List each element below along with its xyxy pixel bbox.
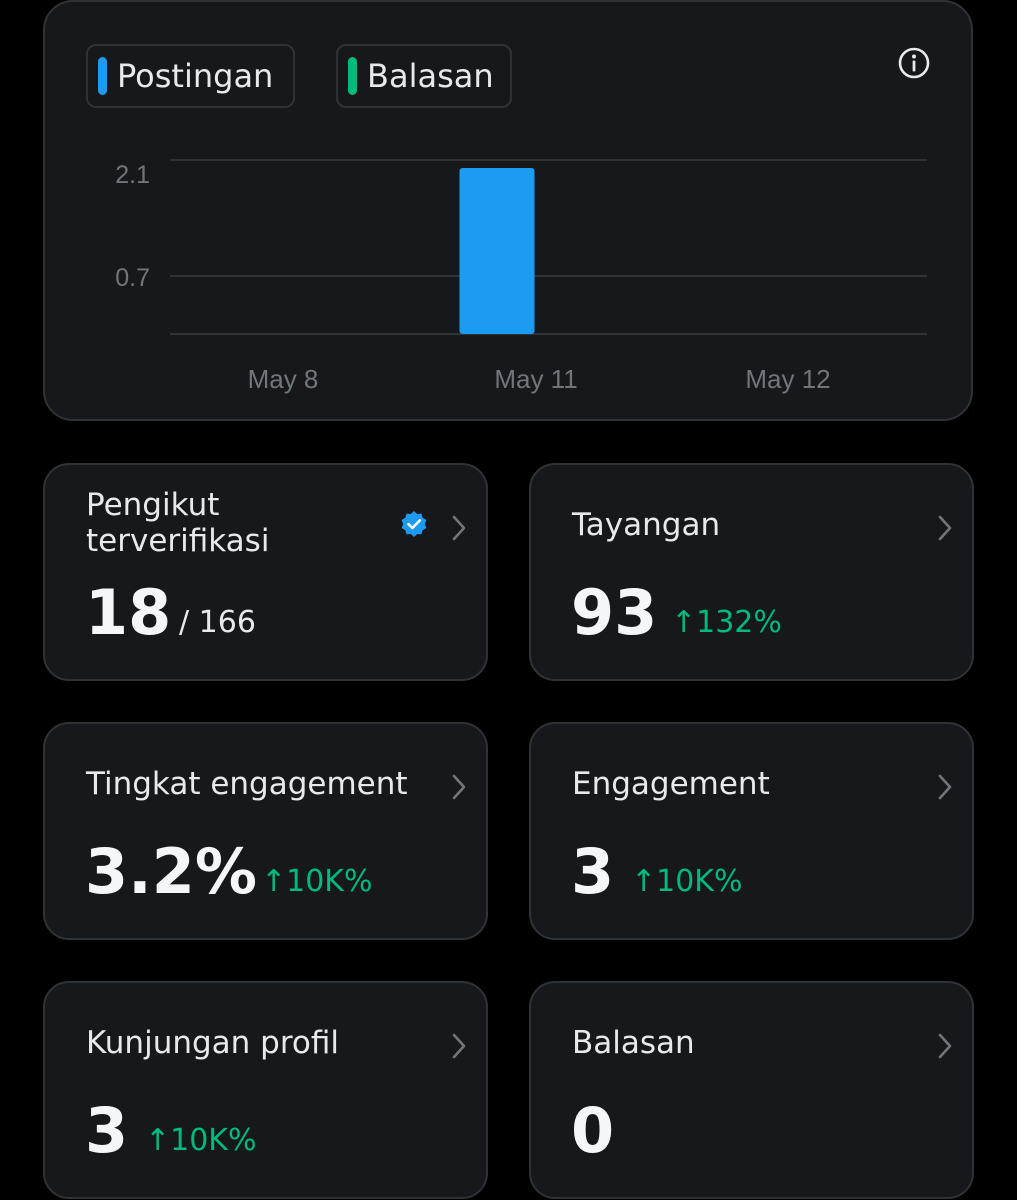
y-tick-label: 0.7 [115, 264, 150, 292]
legend-replies-label: Balasan [367, 57, 494, 95]
impressions-value: 93 [571, 576, 658, 649]
legend-replies-swatch [348, 57, 357, 95]
bars-group [459, 168, 535, 334]
y-tick-label: 2.1 [115, 161, 150, 189]
bar-postingan-1[interactable] [459, 168, 535, 334]
legend-replies-chip[interactable]: Balasan [336, 44, 512, 108]
chevron-right-icon [452, 515, 466, 541]
x-tick-label: May 8 [248, 364, 319, 394]
replies-value: 0 [571, 1094, 615, 1167]
bar-chart: 2.1 0.7 May 8 May 11 May 12 [115, 159, 927, 394]
verified-followers-card[interactable]: Pengikut terverifikasi 18 / 166 [43, 463, 488, 681]
engagements-value: 3 [571, 835, 615, 908]
legend-posts-swatch [98, 57, 107, 95]
legend-posts-label: Postingan [117, 57, 274, 95]
x-tick-label: May 11 [494, 364, 577, 394]
posts-chart-card: Postingan Balasan 2.1 0.7 May 8 May 11 M… [43, 0, 973, 421]
engagements-card[interactable]: Engagement 3 ↑10K% [529, 722, 974, 940]
profile-visits-title: Kunjungan profil [86, 1025, 340, 1061]
info-icon[interactable] [897, 46, 931, 80]
chevron-right-icon [452, 774, 466, 800]
chevron-right-icon [938, 774, 952, 800]
impressions-card[interactable]: Tayangan 93 ↑132% [529, 463, 974, 681]
engagements-change: ↑10K% [631, 864, 743, 899]
chevron-right-icon [452, 1033, 466, 1059]
impressions-change: ↑132% [671, 605, 782, 640]
total-followers-value: / 166 [179, 605, 256, 640]
engagement-rate-value: 3.2% [85, 835, 257, 908]
verified-followers-title: Pengikut terverifikasi [86, 487, 270, 559]
impressions-title: Tayangan [572, 507, 721, 543]
engagement-rate-card[interactable]: Tingkat engagement 3.2% ↑10K% [43, 722, 488, 940]
replies-card[interactable]: Balasan 0 [529, 981, 974, 1199]
legend-posts-chip[interactable]: Postingan [86, 44, 295, 108]
verified-badge-icon [401, 511, 427, 537]
engagement-rate-title: Tingkat engagement [86, 766, 408, 802]
profile-visits-value: 3 [85, 1094, 129, 1167]
x-tick-label: May 12 [745, 364, 830, 394]
verified-followers-value: 18 [85, 576, 172, 649]
profile-visits-change: ↑10K% [145, 1123, 257, 1158]
engagements-title: Engagement [572, 766, 770, 802]
chevron-right-icon [938, 515, 952, 541]
engagement-rate-change: ↑10K% [261, 864, 373, 899]
replies-title: Balasan [572, 1025, 695, 1061]
chevron-right-icon [938, 1033, 952, 1059]
profile-visits-card[interactable]: Kunjungan profil 3 ↑10K% [43, 981, 488, 1199]
